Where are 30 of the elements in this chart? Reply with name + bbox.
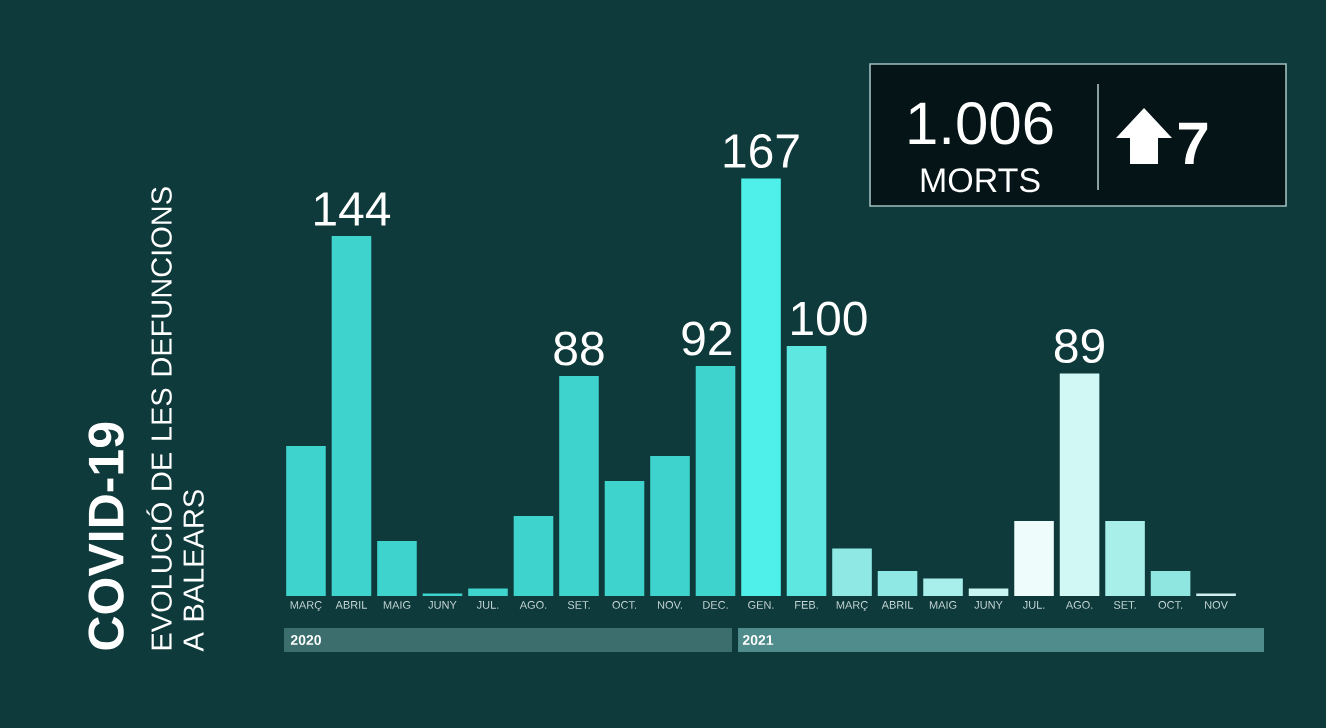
annotation: MORTS [921,168,1040,193]
data-label: 92 [682,321,732,356]
data-label: 144 [315,192,391,226]
bar [331,235,372,596]
data-label: 89 [1054,329,1104,364]
bar [741,178,781,596]
bar [377,540,417,596]
bar [923,578,963,596]
bar [1014,520,1054,596]
text: 1.006 [909,102,1053,145]
text: 7 [1178,122,1208,164]
bar [695,365,736,596]
data-label: 88 [554,331,604,366]
bar [786,345,827,596]
bar [650,455,690,596]
text: COVID-19 [88,422,124,650]
data-label: 100 [792,301,867,336]
bar [286,445,326,596]
bar [877,570,918,596]
bar [513,515,554,596]
data-label: 167 [724,134,799,169]
bar [832,548,872,596]
bar [1059,373,1100,596]
text: EVOLUCIÓ DE LES DEFUNCIONS A BALEARS [146,187,204,652]
bar [968,588,1009,596]
bar [1150,570,1191,596]
bar [604,480,645,596]
bar [559,375,599,596]
bar [468,588,508,596]
bar [1105,520,1145,596]
